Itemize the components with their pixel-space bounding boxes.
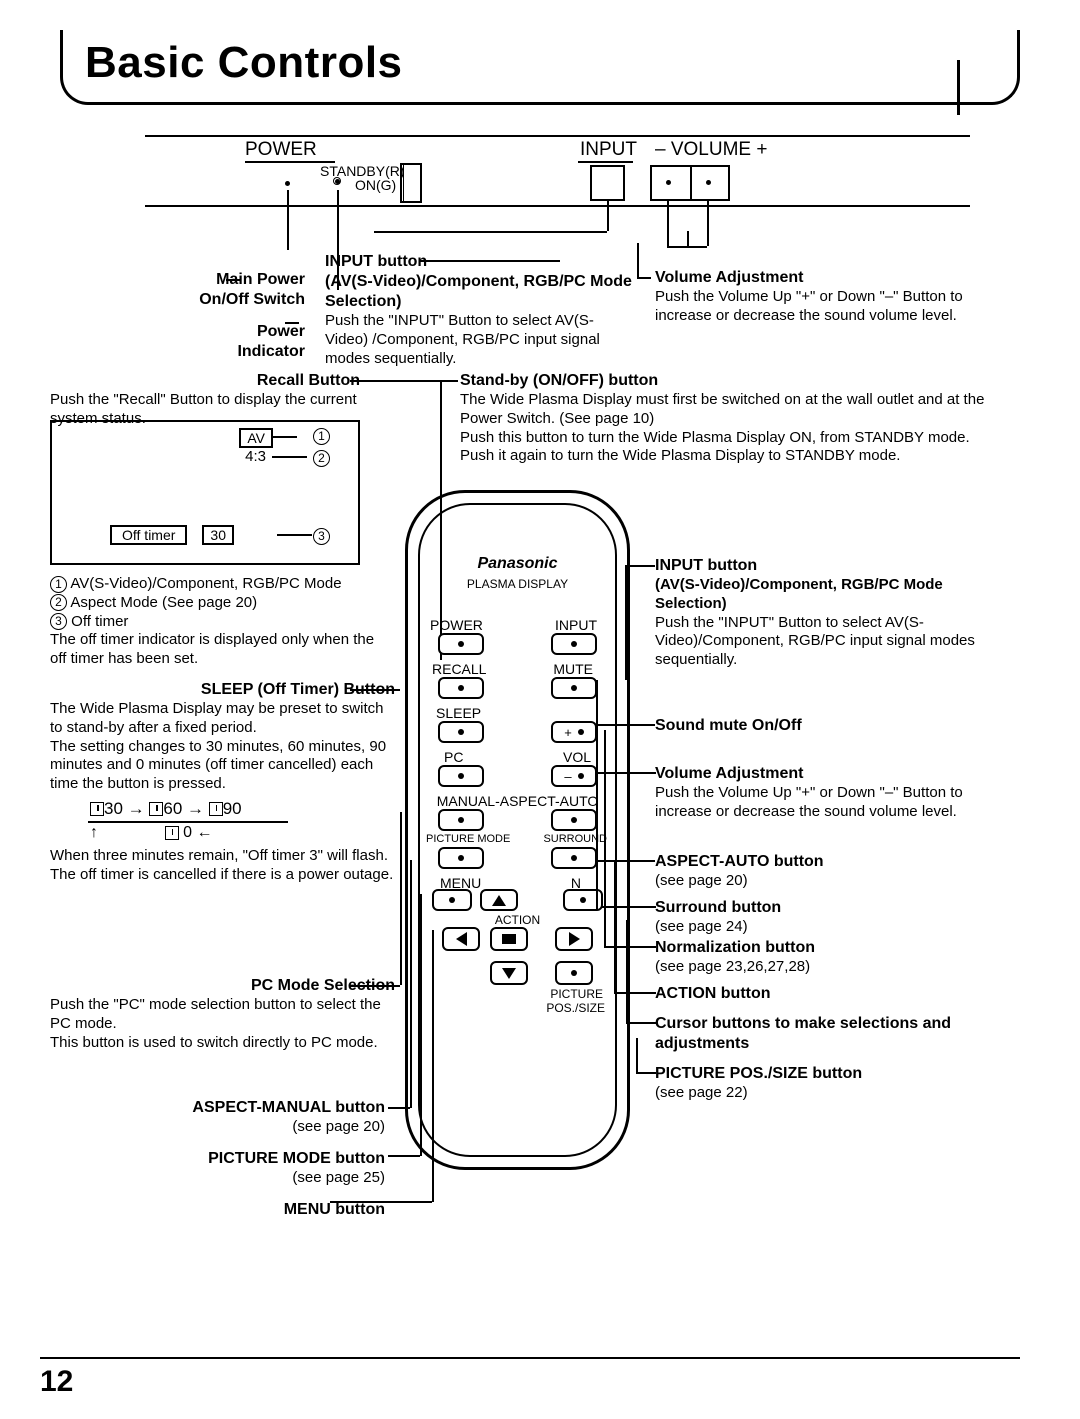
sleep-note1: When three minutes remain, "Off timer 3"… (50, 847, 395, 866)
panel-power-label: POWER (245, 139, 317, 161)
osd-offtimer-label: Off timer (110, 525, 187, 545)
remote-action-btn[interactable] (490, 927, 528, 951)
sleep-body2: The setting changes to 30 minutes, 60 mi… (50, 738, 395, 794)
sleep-note2: The off timer is cancelled if there is a… (50, 866, 395, 885)
remote-action-label: ACTION (420, 913, 615, 927)
remote-possize-label: POS./SIZE (546, 1001, 605, 1015)
remote-recall-label: RECALL (432, 661, 486, 677)
remote-picture-label: PICTURE (550, 987, 603, 1001)
top-input-sub: (AV(S-Video)/Component, RGB/PC Mode Sele… (325, 272, 635, 312)
remote-aspect-label: MANUAL-ASPECT-AUTO (420, 793, 615, 809)
pc-mode-body: Push the "PC" mode selection button to s… (50, 996, 395, 1052)
page-number: 12 (40, 1365, 73, 1399)
osd-aspect: 4:3 (245, 448, 266, 465)
surround-sub: (see page 24) (655, 918, 781, 937)
main-power-sub: On/Off Switch (195, 290, 305, 310)
mute-title: Sound mute On/Off (655, 717, 802, 734)
osd-index-3: 3 (313, 528, 330, 546)
norm-title: Normalization button (655, 938, 815, 958)
legend-3: 3 Off timer (50, 613, 390, 632)
r-vol-title: Volume Adjustment (655, 764, 1005, 784)
standby-body: The Wide Plasma Display must first be sw… (460, 391, 1020, 466)
r-input-body: Push the "INPUT" Button to select AV(S-V… (655, 614, 1015, 670)
standby-title: Stand-by (ON/OFF) button (460, 371, 1020, 391)
r-input-sub: (AV(S-Video)/Component, RGB/PC Mode Sele… (655, 576, 1015, 614)
remote-mute-btn[interactable] (551, 677, 597, 699)
remote-left-btn[interactable] (442, 927, 480, 951)
osd-index-1: 1 (313, 428, 330, 446)
main-power-title: Main Power (195, 270, 305, 290)
picture-mode-sub: (see page 25) (130, 1169, 385, 1188)
remote-vol-label: VOL (563, 749, 591, 765)
remote-voldown-btn[interactable]: – (551, 765, 597, 787)
remote-sleep-label: SLEEP (436, 705, 481, 721)
remote-aspect-auto-btn[interactable] (551, 809, 597, 831)
remote-menu-btn[interactable] (432, 889, 472, 911)
r-vol-body: Push the Volume Up "+" or Down "–" Butto… (655, 784, 1005, 822)
legend-2: 2 Aspect Mode (See page 20) (50, 594, 390, 613)
legend-note: The off timer indicator is displayed onl… (50, 631, 390, 669)
possize-title: PICTURE POS./SIZE button (655, 1064, 862, 1084)
remote-right-btn[interactable] (555, 927, 593, 951)
osd-index-2: 2 (313, 450, 330, 468)
remote-input-label: INPUT (555, 617, 597, 633)
aspect-manual-sub: (see page 20) (130, 1118, 385, 1137)
sleep-sequence: 30 → 60 → 90 (90, 798, 395, 821)
legend-1: 1 AV(S-Video)/Component, RGB/PC Mode (50, 575, 390, 594)
cursor-title: Cursor buttons to make selections and ad… (655, 1014, 1005, 1054)
menu-button-title: MENU button (284, 1201, 385, 1218)
remote-picmode-label: PICTURE MODE (426, 833, 510, 845)
picture-mode-title: PICTURE MODE button (208, 1150, 385, 1167)
panel-input-label: INPUT (580, 139, 637, 161)
remote-down-btn[interactable] (490, 961, 528, 985)
r-input-title: INPUT button (655, 556, 1015, 576)
top-vol-body: Push the Volume Up "+" or Down "–" Butto… (655, 288, 995, 326)
remote-possize-btn[interactable] (555, 961, 593, 985)
top-input-title: INPUT button (325, 252, 635, 272)
recall-title: Recall Button (257, 372, 360, 389)
remote-pc-label: PC (444, 749, 463, 765)
osd-offtimer-value: 30 (202, 525, 234, 545)
page-title: Basic Controls (85, 38, 995, 88)
sleep-zero-row: ↑ 0 ← (90, 823, 395, 843)
top-input-body: Push the "INPUT" Button to select AV(S-V… (325, 312, 635, 368)
remote-recall-btn[interactable] (438, 677, 484, 699)
page-title-frame: Basic Controls (60, 30, 1020, 105)
remote-volup-btn[interactable]: + (551, 721, 597, 743)
surround-title: Surround button (655, 898, 781, 918)
remote-pc-btn[interactable] (438, 765, 484, 787)
remote-up-btn[interactable] (480, 889, 518, 911)
osd-av: AV (239, 428, 273, 448)
possize-sub: (see page 22) (655, 1084, 862, 1103)
action-title: ACTION button (655, 984, 771, 1004)
top-vol-title: Volume Adjustment (655, 268, 995, 288)
panel-volume-label: – VOLUME + (655, 139, 767, 161)
sleep-body1: The Wide Plasma Display may be preset to… (50, 700, 395, 738)
aspect-manual-title: ASPECT-MANUAL button (192, 1099, 385, 1116)
aspect-auto-title: ASPECT-AUTO button (655, 852, 824, 872)
norm-sub: (see page 23,26,27,28) (655, 958, 815, 977)
remote-sleep-btn[interactable] (438, 721, 484, 743)
remote-surround-btn[interactable] (551, 847, 597, 869)
remote-power-label: POWER (430, 617, 483, 633)
remote-input-btn[interactable] (551, 633, 597, 655)
remote-mute-label: MUTE (553, 661, 593, 677)
remote-picmode-btn[interactable] (438, 847, 484, 869)
remote-aspect-manual-btn[interactable] (438, 809, 484, 831)
remote-power-btn[interactable] (438, 633, 484, 655)
power-indicator-label: Power Indicator (195, 322, 305, 362)
remote-subtitle: PLASMA DISPLAY (420, 577, 615, 591)
remote-brand: Panasonic (420, 555, 615, 573)
panel-ong-label: ON(G) (355, 177, 396, 193)
aspect-auto-sub: (see page 20) (655, 872, 824, 891)
